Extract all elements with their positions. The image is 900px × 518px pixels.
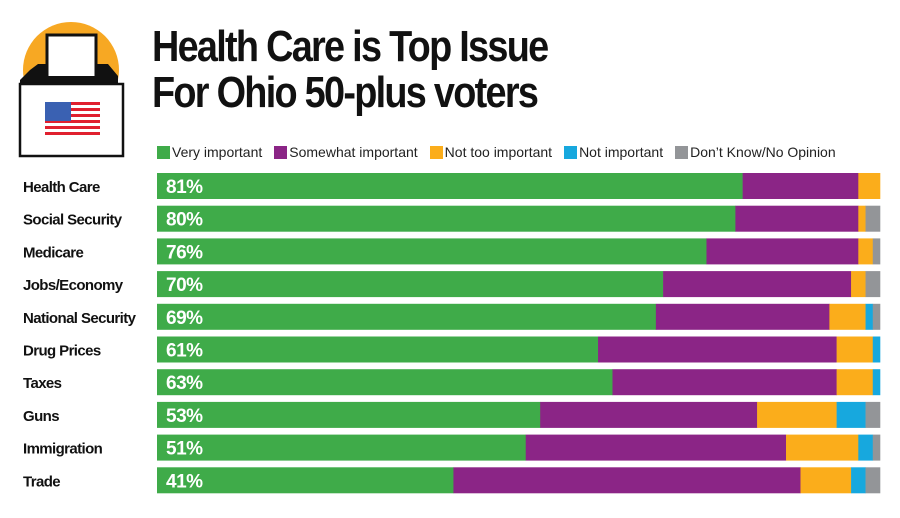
legend-label: Very important [172,144,263,160]
bar-segment [865,401,881,428]
category-label: Guns [23,408,59,425]
legend-swatch [564,145,578,159]
category-label: Jobs/Economy [23,277,124,294]
bar-segment [157,238,707,265]
bar-segment [872,303,881,330]
category-label: Taxes [23,375,62,392]
bar-segment [540,401,758,428]
category-label: Medicare [23,244,83,261]
legend-item: Very important [157,144,262,160]
bar-segment [865,467,881,494]
bar-segment [851,467,866,494]
bar-segment [157,369,613,396]
bar-segment [865,205,881,232]
stacked-bar-chart: Health Care 81% Social Security 80% Medicare… [23,173,881,494]
ballot-box-icon [18,22,125,158]
bar-segment [157,336,599,363]
data-label: 70% [166,275,203,296]
category-label: Trade [23,473,60,490]
legend-item: Not too important [429,144,553,160]
bar-segment [598,336,837,363]
bar-segment [872,369,881,396]
bar-segment [829,303,866,330]
bar-segment [157,434,527,461]
legend-label: Somewhat important [289,144,418,160]
bar-segment [800,467,852,494]
legend-swatch [274,145,288,159]
legend-swatch [675,145,689,159]
chart-title-line-1: Health Care is Top Issue [152,22,549,71]
bar-segment [453,467,801,494]
data-label: 63% [166,373,203,394]
legend-swatch [157,145,170,159]
bar-segment [858,238,874,265]
legend-item: Somewhat important [274,144,418,160]
bar-segment [865,303,874,330]
box-lid [20,64,118,84]
bar-segment [836,336,874,363]
bar-segment [742,173,859,199]
legend-item: Don’t Know/No Opinion [675,144,836,160]
flag-icon [45,102,100,138]
legend-label: Don’t Know/No Opinion [690,144,836,160]
category-label: Health Care [23,179,100,196]
bar-segment [525,434,787,461]
bar-segment [786,434,859,461]
bar-segment [858,434,874,461]
category-label: Drug Prices [23,343,101,360]
bar-segment [157,467,454,494]
legend: Very important Somewhat important Not too … [157,143,848,161]
legend-item: Not important [564,144,663,160]
bar-segment [157,173,743,199]
bar-segment [872,238,881,265]
data-label: 61% [166,341,203,362]
bar-segment [706,238,859,265]
bar-segment [851,271,866,298]
chart-title-line-2: For Ohio 50-plus voters [152,68,539,117]
data-label: 41% [166,471,203,492]
legend-swatch [429,145,443,159]
bar-segment [858,173,881,199]
bar-segment [872,434,881,461]
legend-label: Not important [579,144,664,160]
bar-segment [836,401,866,428]
bar-segment [157,303,657,330]
legend-label: Not too important [444,144,553,160]
category-label: National Security [23,310,137,327]
bar-segment [612,369,837,396]
category-label: Social Security [23,212,123,229]
data-label: 51% [166,439,203,460]
data-label: 76% [166,242,203,263]
bar-segment [157,205,736,232]
bar-segment [735,205,859,232]
data-label: 69% [166,308,203,329]
bar-segment [157,271,664,298]
bar-segment [858,205,866,232]
data-label: 81% [166,177,203,198]
bar-segment [836,369,874,396]
bar-segment [757,401,837,428]
bar-segment [157,401,541,428]
bar-segment [663,271,852,298]
category-label: Immigration [23,441,103,458]
bar-segment [865,271,881,298]
bar-segment [872,336,881,363]
data-label: 53% [166,406,203,427]
data-label: 80% [166,210,203,231]
bar-segment [655,303,830,330]
